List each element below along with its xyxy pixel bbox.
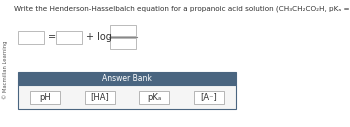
Text: [A⁻]: [A⁻] (200, 92, 217, 101)
FancyBboxPatch shape (85, 91, 115, 104)
Text: © Macmillan Learning: © Macmillan Learning (2, 41, 8, 99)
FancyBboxPatch shape (110, 38, 136, 49)
FancyBboxPatch shape (30, 91, 60, 104)
Text: Answer Bank: Answer Bank (102, 74, 152, 83)
FancyBboxPatch shape (18, 85, 236, 109)
FancyBboxPatch shape (18, 72, 236, 85)
Text: Write the Henderson-Hasselbalch equation for a propanoic acid solution (CH₃CH₂CO: Write the Henderson-Hasselbalch equation… (14, 6, 350, 12)
Text: =: = (48, 32, 56, 42)
Text: [HA]: [HA] (90, 92, 109, 101)
FancyBboxPatch shape (110, 25, 136, 36)
Text: pH: pH (39, 92, 51, 101)
FancyBboxPatch shape (139, 91, 169, 104)
Text: + log: + log (86, 32, 112, 42)
FancyBboxPatch shape (56, 30, 82, 44)
FancyBboxPatch shape (194, 91, 224, 104)
FancyBboxPatch shape (18, 30, 44, 44)
Text: pKₐ: pKₐ (147, 92, 161, 101)
